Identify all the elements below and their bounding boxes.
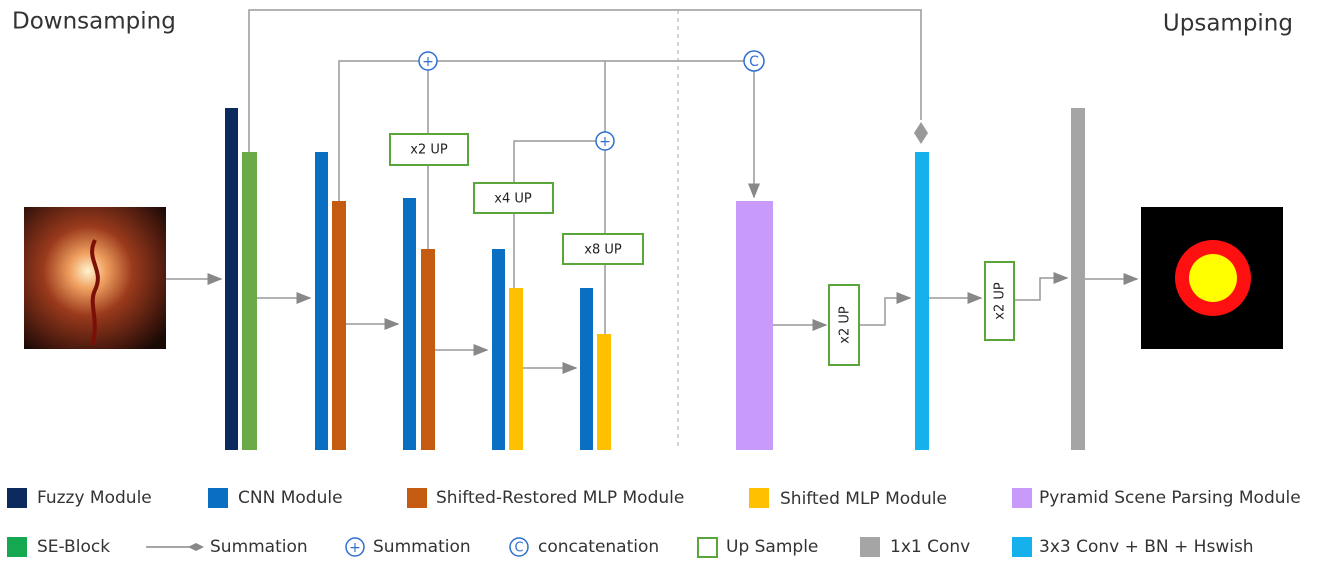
- legend-label: Shifted-Restored MLP Module: [436, 488, 684, 508]
- sr-mlp-bar: [332, 201, 346, 450]
- legend-label: Summation: [210, 537, 308, 557]
- legend-swatch: [749, 488, 769, 508]
- bars: [225, 108, 1085, 450]
- heading: Downsamping: [12, 9, 176, 35]
- fuzzy-bar: [225, 108, 238, 450]
- op-symbol: +: [599, 134, 611, 150]
- legend-swatch: [7, 488, 27, 508]
- legend-arrow-head: [188, 543, 204, 551]
- legend-swatch: [7, 537, 27, 557]
- up-label: x8 UP: [584, 243, 622, 258]
- legend-label: Shifted MLP Module: [780, 489, 947, 509]
- up-label: x4 UP: [494, 192, 532, 207]
- skip-wire: [249, 10, 921, 152]
- cnn-bar: [492, 249, 505, 450]
- diagram: Downsamping Upsamping x2 UP x4 UP x8 UP …: [0, 0, 1320, 561]
- skip-wire: [339, 61, 745, 201]
- op-symbol: +: [422, 54, 434, 70]
- op-symbol: C: [749, 54, 759, 70]
- legend-swatch: [1012, 537, 1032, 557]
- cup: [1189, 254, 1237, 302]
- legend-label: SE-Block: [37, 537, 110, 557]
- mlp-bar: [597, 334, 611, 450]
- legend-label: CNN Module: [238, 488, 343, 508]
- legend-swatch: [407, 488, 427, 508]
- up-label: x2 UP: [838, 306, 853, 344]
- legend-label: Pyramid Scene Parsing Module: [1039, 488, 1301, 508]
- mlp-bar: [509, 288, 523, 450]
- legend-swatch: [698, 538, 717, 557]
- legend: Fuzzy Module CNN Module Shifted-Restored…: [7, 488, 1301, 557]
- legend-label: Summation: [373, 537, 471, 557]
- arrow: [1014, 278, 1067, 300]
- up-label: x2 UP: [410, 143, 448, 158]
- legend-symbol: C: [514, 541, 523, 556]
- legend-swatch: [1012, 488, 1032, 508]
- cnn-bar: [580, 288, 593, 450]
- legend-label: concatenation: [538, 537, 659, 557]
- sr-mlp-bar: [421, 249, 435, 450]
- legend-swatch: [208, 488, 228, 508]
- cnn-bar: [315, 152, 328, 450]
- conv3-bar: [915, 152, 929, 450]
- legend-swatch: [860, 537, 880, 557]
- arrow: [859, 298, 910, 325]
- legend-label: Fuzzy Module: [37, 488, 152, 508]
- legend-label: 3x3 Conv + BN + Hswish: [1039, 537, 1254, 557]
- legend-label: 1x1 Conv: [890, 537, 970, 557]
- conv1-bar: [1071, 108, 1085, 450]
- operators: + + C: [419, 51, 764, 150]
- up-label: x2 UP: [993, 282, 1008, 320]
- cnn-bar: [403, 198, 416, 450]
- diamond: [914, 122, 928, 144]
- se-bar: [242, 152, 257, 450]
- psp-bar: [736, 201, 773, 450]
- legend-symbol: +: [349, 540, 361, 556]
- heading: Upsamping: [1163, 11, 1293, 37]
- legend-label: Up Sample: [726, 537, 818, 557]
